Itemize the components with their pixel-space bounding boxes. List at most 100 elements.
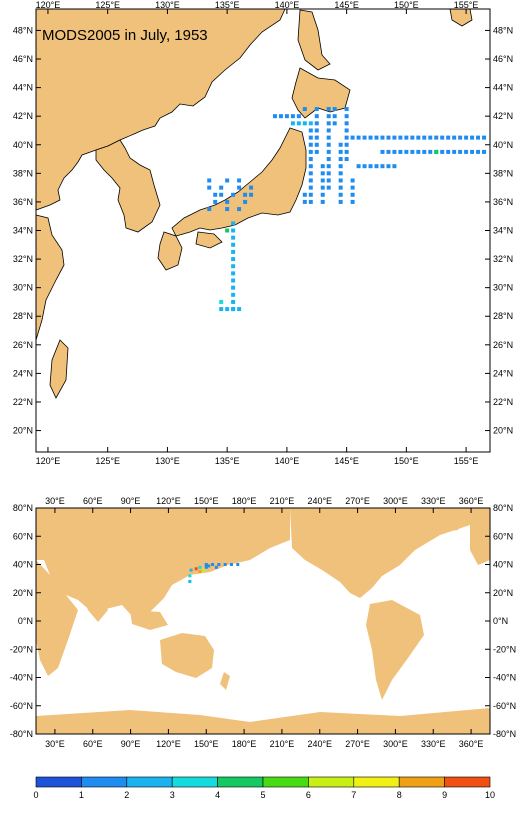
data-cell [344,107,349,112]
data-cell [302,192,307,197]
data-cell [392,135,397,140]
colorbar-swatch [126,776,173,788]
colorbar: 0 1 2 3 4 5 6 7 8 9 10 [33,776,495,800]
data-cell [314,121,319,126]
data-cell [374,135,379,140]
data-cell [308,142,313,147]
data-cell [225,307,230,312]
lat-tick-label: -40°N [493,673,516,683]
data-cell [398,149,403,154]
lon-tick-label: 330°E [421,496,446,506]
lat-tick-label: -20°N [10,644,33,654]
data-cell [231,299,236,304]
lat-tick-label: 22°N [493,397,513,407]
data-cell [422,135,427,140]
data-cell [344,121,349,126]
lat-tick-label: 38°N [13,168,33,178]
data-cell [350,178,355,183]
lon-tick-label: 30°E [45,496,65,506]
bottom-lon-ticks-top: 30°E 60°E 90°E 120°E 150°E 180°E 210°E 240°E 270… [45,496,483,513]
data-cell [404,135,409,140]
top-lon-ticks-top: 120°E 125°E 130°E 135°E 140°E 145°E 150°E 155°E [36,0,478,14]
data-cell [338,192,343,197]
data-cell [296,114,301,119]
data-cell [225,207,230,212]
lat-tick-label: 40°N [13,140,33,150]
lat-tick-label: 28°N [493,311,513,321]
data-cell [368,164,373,169]
data-cell [225,178,230,183]
data-cell [380,149,385,154]
colorbar-swatch [217,776,264,788]
lon-tick-label: 30°E [45,739,65,749]
data-cell [422,149,427,154]
data-cell [284,114,289,119]
regional-land [35,8,473,399]
data-cell [326,164,331,169]
lat-tick-label: 80°N [13,503,33,513]
data-cell [452,149,457,154]
data-cell [278,114,283,119]
data-cell [464,135,469,140]
data-cell [458,135,463,140]
data-cell [326,135,331,140]
data-cell [344,114,349,119]
data-cell [189,568,193,572]
map-title: MODS2005 in July, 1953 [42,27,208,44]
data-cell [231,221,236,226]
data-cell [308,178,313,183]
data-cell [386,149,391,154]
lat-tick-label: -60°N [493,701,516,711]
data-cell [308,128,313,133]
data-cell [434,135,439,140]
data-cell [308,192,313,197]
data-cell [231,257,236,262]
data-cell [231,192,236,197]
data-cell [320,199,325,204]
data-cell [338,199,343,204]
data-cell [332,114,337,119]
data-cell [308,164,313,169]
data-cell [194,567,198,571]
data-cell [207,564,211,568]
data-cell [416,149,421,154]
colorbar-label: 0 [33,790,38,800]
data-cell [231,271,236,276]
data-cell [219,307,224,312]
lat-tick-label: 60°N [13,531,33,541]
data-cell [237,178,242,183]
data-cell [320,171,325,176]
data-cell [338,178,343,183]
data-cell [202,568,206,572]
lon-tick-label: 140°E [275,0,300,10]
data-cell [344,135,349,140]
lat-tick-label: 40°N [493,560,513,570]
data-cell [237,207,242,212]
lat-tick-label: 40°N [13,560,33,570]
lon-tick-label: 360°E [459,739,484,749]
lon-tick-label: 125°E [95,0,120,10]
data-cell [470,135,475,140]
data-cell [217,563,221,566]
lon-tick-label: 90°E [121,496,141,506]
colorbar-swatch [444,776,491,788]
regional-data-cells [207,107,487,312]
lon-tick-label: 120°E [36,456,61,466]
data-cell [213,192,218,197]
global-map: 30°E 60°E 90°E 120°E 150°E 180°E 210°E 240°E 270… [10,496,516,749]
lon-tick-label: 120°E [36,0,61,10]
lat-tick-label: 20°N [13,426,33,436]
data-cell [207,178,212,183]
data-cell [225,228,230,233]
data-cell [326,178,331,183]
top-lat-ticks-right: 48°N 46°N 44°N 42°N 40°N 38°N 36°N 34°N 32°N 30°N… [485,25,513,436]
colorbar-label: 3 [170,790,175,800]
data-cell [231,264,236,269]
bottom-lon-ticks-bottom: 30°E 60°E 90°E 120°E 150°E 180°E 210°E 240°E 270… [45,729,483,749]
data-cell [350,185,355,190]
data-cell [356,164,361,169]
data-cell [350,192,355,197]
lon-tick-label: 130°E [155,456,180,466]
lon-tick-label: 210°E [270,739,295,749]
